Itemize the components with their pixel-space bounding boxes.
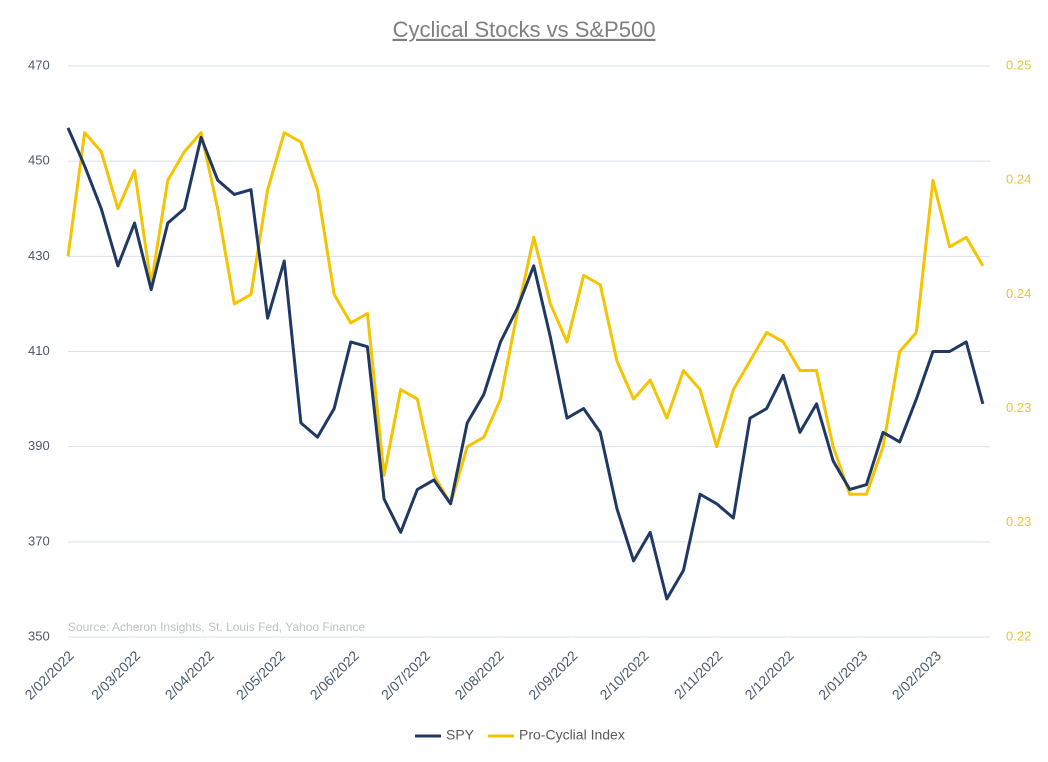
y2-tick-label: 0.24 [1006, 286, 1031, 301]
y-tick-label: 430 [28, 248, 50, 263]
x-tick-label: 2/12/2022 [741, 647, 797, 703]
x-tick-label: 2/02/2022 [21, 647, 77, 703]
x-tick-label: 2/11/2022 [671, 647, 726, 702]
legend-label: Pro-Cyclial Index [519, 727, 625, 743]
x-tick-label: 2/10/2022 [596, 647, 652, 703]
y-tick-label: 450 [28, 153, 50, 168]
x-tick-label: 2/06/2022 [307, 647, 363, 703]
series-line [66, 127, 985, 601]
y2-tick-label: 0.22 [1006, 628, 1031, 643]
y-tick-label: 390 [28, 438, 50, 453]
legend-label: SPY [446, 727, 475, 743]
y2-tick-label: 0.23 [1006, 514, 1031, 529]
x-tick-label: 2/07/2022 [378, 647, 434, 703]
y2-tick-label: 0.25 [1006, 57, 1031, 72]
y2-tick-label: 0.23 [1006, 400, 1031, 415]
x-tick-label: 2/05/2022 [233, 647, 289, 703]
x-tick-label: 2/03/2022 [88, 647, 144, 703]
x-tick-label: 2/02/2023 [889, 647, 945, 703]
x-tick-label: 2/01/2023 [815, 647, 871, 703]
y-tick-label: 470 [28, 57, 50, 72]
x-tick-label: 2/08/2022 [451, 647, 507, 703]
x-tick-label: 2/04/2022 [162, 647, 218, 703]
series-line [66, 131, 985, 506]
x-tick-label: 2/09/2022 [525, 647, 581, 703]
y2-tick-label: 0.24 [1006, 172, 1031, 187]
y-tick-label: 410 [28, 343, 50, 358]
y-tick-label: 370 [28, 533, 50, 548]
source-note: Source: Acheron Insights, St. Louis Fed,… [68, 620, 365, 634]
chart-title: Cyclical Stocks vs S&P500 [393, 17, 656, 42]
y-tick-label: 350 [28, 628, 50, 643]
